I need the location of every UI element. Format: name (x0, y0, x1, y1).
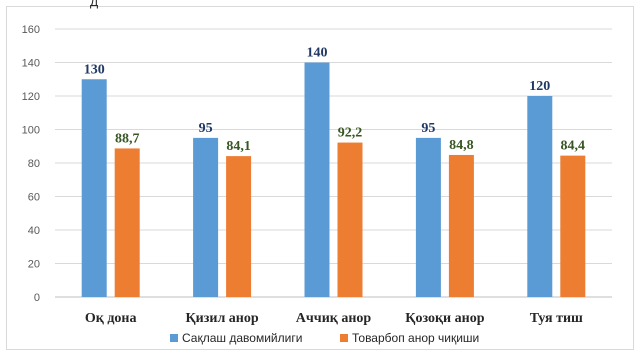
legend-item-storage-duration: Сақлаш давомийлиги (170, 331, 302, 345)
bar-marketable-yield (560, 155, 586, 297)
legend: Сақлаш давомийлиги Товарбоп анор чиқиши (170, 331, 479, 345)
title-text-fragment: Д (90, 0, 98, 9)
bar-storage-duration (527, 96, 553, 297)
y-tick-label: 100 (22, 125, 40, 137)
data-label: 88,7 (115, 131, 140, 146)
legend-label: Товарбоп анор чиқиши (352, 331, 479, 345)
data-label: 95 (421, 121, 435, 136)
data-labels: 130 88,7 95 84,1 140 92,2 95 84,8 120 84,4 (84, 46, 585, 155)
bar-storage-duration (415, 137, 441, 297)
bar-marketable-yield (448, 154, 474, 297)
bar-storage-duration (81, 79, 107, 297)
y-tick-label: 80 (28, 158, 40, 170)
data-label: 120 (529, 79, 550, 94)
bar-marketable-yield (114, 148, 140, 297)
data-label: 140 (307, 46, 328, 61)
bar-marketable-yield (226, 156, 252, 297)
y-tick-label: 40 (28, 225, 40, 237)
legend-item-marketable-yield: Товарбоп анор чиқиши (340, 331, 479, 345)
data-label: 84,4 (561, 139, 586, 154)
data-label: 92,2 (338, 126, 363, 141)
x-axis-categories: Оқ дона Қизил анор Аччиқ анор Қозоқи анор Ту… (85, 311, 583, 326)
data-label: 84,1 (226, 139, 251, 154)
legend-label: Сақлаш давомийлиги (182, 331, 302, 345)
chart-title-fragment: Д (90, 0, 98, 9)
y-tick-label: 160 (22, 24, 40, 36)
x-category-label: Аччиқ анор (296, 311, 372, 326)
bar-marketable-yield (337, 142, 363, 297)
legend-swatch (170, 334, 178, 342)
chart-border (6, 6, 634, 350)
y-axis-ticks: 0 20 40 60 80 100 120 140 160 (22, 24, 40, 304)
data-label: 130 (84, 62, 105, 77)
y-tick-label: 120 (22, 91, 40, 103)
bars (81, 62, 586, 297)
bar-storage-duration (304, 62, 330, 297)
data-label: 95 (199, 121, 213, 136)
x-category-label: Қозоқи анор (405, 311, 484, 326)
y-tick-label: 60 (28, 192, 40, 204)
legend-swatch (340, 334, 348, 342)
data-label: 84,8 (449, 138, 474, 153)
x-category-label: Туя тиш (530, 311, 583, 326)
bar-storage-duration (193, 137, 219, 297)
y-tick-label: 20 (28, 259, 40, 271)
x-category-label: Қизил анор (186, 311, 259, 326)
gridlines (55, 28, 612, 298)
y-tick-label: 0 (34, 292, 40, 304)
x-category-label: Оқ дона (85, 311, 137, 326)
y-tick-label: 140 (22, 58, 40, 70)
